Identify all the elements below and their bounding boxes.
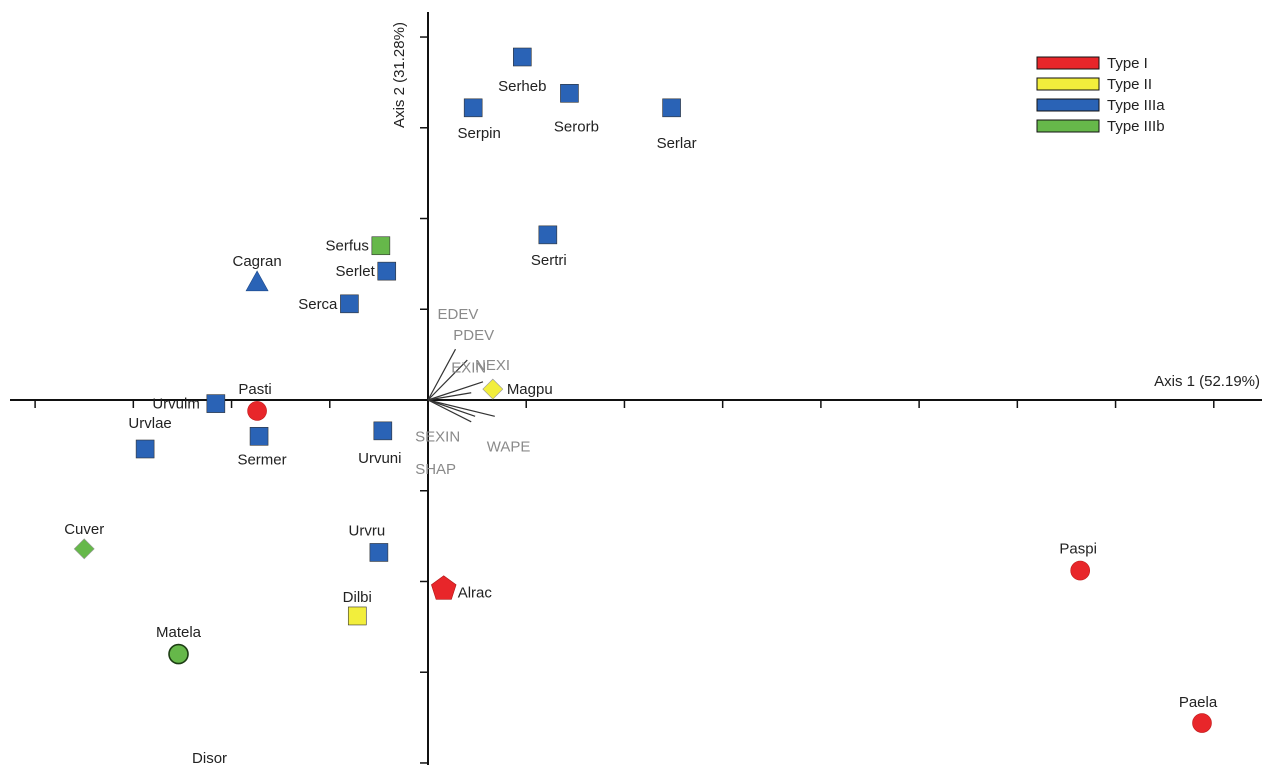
point-label-sertri: Sertri bbox=[531, 252, 567, 269]
point-label-serfus: Serfus bbox=[325, 238, 368, 255]
vector-line-wape bbox=[427, 399, 495, 417]
point-label-cagran: Cagran bbox=[232, 253, 281, 270]
point-label-urvru: Urvru bbox=[349, 522, 386, 539]
series-type-i: Pasti Alrac Paspi Paela bbox=[238, 381, 1218, 733]
series-type-ii: Magpu Dilbi bbox=[343, 378, 553, 626]
marker-sermer bbox=[249, 426, 269, 446]
marker-matela bbox=[168, 643, 189, 665]
vector-line-sexin bbox=[427, 399, 476, 417]
point-label-paela: Paela bbox=[1179, 694, 1218, 711]
legend-label-type-iiia: Type IIIa bbox=[1107, 97, 1165, 114]
marker-paela bbox=[1192, 713, 1212, 733]
marker-cagran bbox=[245, 270, 269, 292]
marker-urvulm bbox=[206, 394, 226, 413]
point-label-urvulm: Urvulm bbox=[152, 396, 200, 413]
x-axis-label: Axis 1 (52.19%) bbox=[1154, 373, 1260, 390]
series-type-iiib: Serfus Cuver Matela Disor bbox=[64, 236, 391, 765]
legend-swatch-type-iiia bbox=[1036, 98, 1100, 112]
point-label-urvuni: Urvuni bbox=[358, 450, 401, 467]
marker-urvlae bbox=[135, 439, 155, 459]
marker-serorb bbox=[560, 83, 579, 103]
point-label-cuver: Cuver bbox=[64, 521, 104, 538]
legend-label-type-i: Type I bbox=[1107, 55, 1148, 72]
vector-line-shap bbox=[427, 399, 472, 423]
marker-serfus bbox=[371, 236, 391, 256]
vector-line-nexi bbox=[427, 381, 484, 401]
point-label-serheb: Serheb bbox=[498, 78, 546, 95]
point-label-serlet: Serlet bbox=[336, 263, 376, 280]
point-label-urvlae: Urvlae bbox=[128, 415, 171, 432]
point-label-magpu: Magpu bbox=[507, 381, 553, 398]
legend-swatch-type-iiib bbox=[1036, 119, 1100, 133]
vector-label-exin: EXIN bbox=[451, 360, 486, 377]
marker-paspi bbox=[1070, 560, 1091, 581]
marker-serca bbox=[340, 294, 359, 314]
legend-label-type-ii: Type II bbox=[1107, 76, 1152, 93]
vector-label-edev: EDEV bbox=[438, 306, 479, 323]
legend-swatch-type-i bbox=[1036, 56, 1100, 70]
point-label-serorb: Serorb bbox=[554, 118, 599, 135]
marker-magpu bbox=[482, 378, 504, 400]
point-label-disor: Disor bbox=[192, 750, 227, 765]
marker-dilbi bbox=[347, 606, 367, 626]
point-label-matela: Matela bbox=[156, 624, 202, 641]
marker-pasti bbox=[247, 401, 267, 421]
marker-serlar bbox=[662, 98, 681, 118]
point-label-paspi: Paspi bbox=[1059, 541, 1097, 558]
vector-label-pdev: PDEV bbox=[453, 327, 494, 344]
marker-serheb bbox=[512, 47, 532, 67]
marker-urvru bbox=[369, 543, 389, 562]
point-label-alrac: Alrac bbox=[458, 585, 493, 602]
point-label-serpin: Serpin bbox=[458, 125, 501, 142]
marker-alrac bbox=[431, 575, 457, 600]
vector-label-sexin: SEXIN bbox=[415, 428, 460, 445]
vector-label-wape: WAPE bbox=[487, 438, 531, 455]
point-label-sermer: Sermer bbox=[237, 451, 286, 468]
vector-line-exin bbox=[427, 392, 472, 401]
vector-label-nexi: NEXI bbox=[475, 357, 510, 374]
legend: Type I Type II Type IIIa Type IIIb bbox=[1036, 55, 1165, 135]
point-label-dilbi: Dilbi bbox=[343, 589, 372, 606]
vector-line-edev bbox=[427, 348, 457, 401]
legend-label-type-iiib: Type IIIb bbox=[1107, 118, 1165, 135]
y-axis-label: Axis 2 (31.28%) bbox=[391, 22, 408, 128]
marker-sertri bbox=[538, 225, 558, 245]
marker-cuver bbox=[73, 538, 95, 560]
vector-line-pdev bbox=[427, 359, 468, 401]
point-label-serca: Serca bbox=[298, 296, 338, 313]
point-label-serlar: Serlar bbox=[657, 135, 697, 152]
series-type-iiia: Serheb Serpin Serorb Serlar Sertri Serlet Serc… bbox=[128, 47, 697, 562]
marker-serpin bbox=[463, 98, 483, 118]
vector-label-shap: SHAP bbox=[415, 461, 456, 478]
point-label-pasti: Pasti bbox=[238, 381, 271, 398]
marker-urvuni bbox=[373, 421, 393, 441]
legend-swatch-type-ii bbox=[1036, 77, 1100, 91]
data-points: Pasti Alrac Paspi Paela Magpu Dilbi Serheb Serp… bbox=[64, 47, 1218, 765]
marker-serlet bbox=[377, 261, 397, 281]
